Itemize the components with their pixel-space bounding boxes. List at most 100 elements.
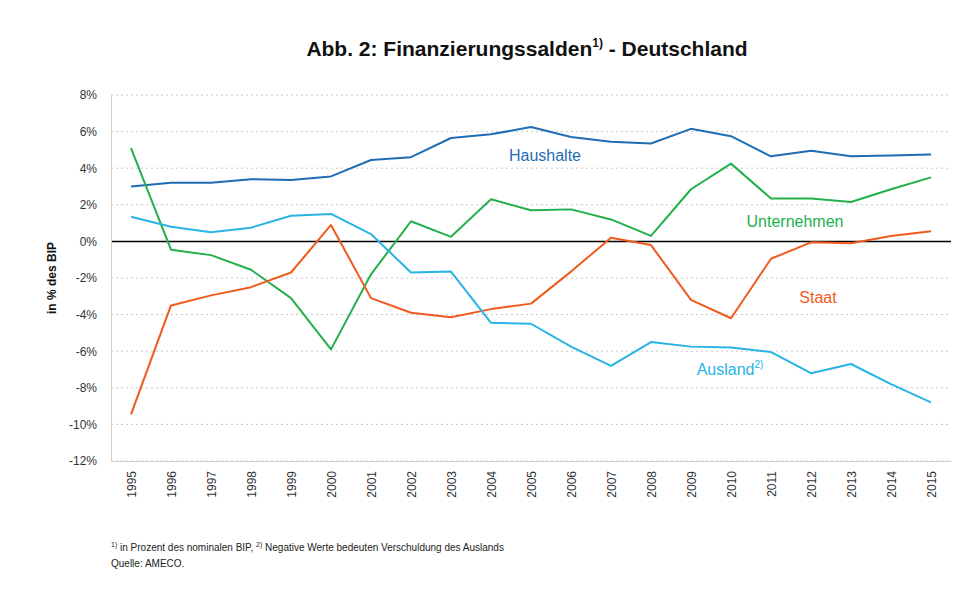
series-name: Ausland (697, 361, 755, 378)
y-tick: 2% (80, 198, 111, 212)
series-note: 2) (754, 359, 763, 370)
x-tick: 2003 (445, 461, 459, 498)
grid-line (111, 204, 951, 205)
x-tick: 2005 (525, 461, 539, 498)
grid-line (111, 168, 951, 169)
x-tick: 2009 (685, 461, 699, 498)
grid-line (111, 461, 951, 462)
y-tick-label: -4% (76, 308, 98, 322)
y-tick-label: 8% (80, 88, 98, 102)
y-tick-label: -12% (69, 454, 97, 468)
x-tick-label: 2002 (405, 471, 419, 498)
x-tick: 1995 (125, 461, 139, 498)
x-tick-label: 2007 (605, 471, 619, 498)
grid-line (111, 131, 951, 132)
x-tick-label: 1996 (165, 471, 179, 498)
footnote: 1) in Prozent des nominalen BIP, 2) Nega… (111, 541, 504, 553)
x-tick: 1996 (165, 461, 179, 498)
x-tick: 2000 (325, 461, 339, 498)
lines (131, 127, 931, 414)
y-axis: -12% -10% -8% -6% -4% -2% 0% 2% 4% 6% 8% (69, 88, 112, 468)
title-suffix: - Deutschland (603, 37, 748, 60)
series-line (131, 225, 931, 414)
y-tick: 0% (80, 235, 111, 249)
y-tick: -4% (76, 308, 111, 322)
x-tick-label: 1998 (245, 471, 259, 498)
x-tick: 2014 (885, 461, 899, 498)
series-label: Unternehmen (747, 213, 844, 230)
grid-line (111, 351, 951, 352)
y-tick-label: -2% (76, 271, 98, 285)
x-tick: 2001 (365, 461, 379, 498)
x-tick: 1997 (205, 461, 219, 498)
y-tick: 6% (80, 125, 111, 139)
x-tick: 2013 (845, 461, 859, 498)
x-tick: 2007 (605, 461, 619, 498)
x-tick-label: 2000 (325, 471, 339, 498)
x-tick-label: 2014 (885, 471, 899, 498)
x-tick-label: 2013 (845, 471, 859, 498)
y-tick: -2% (76, 271, 111, 285)
x-tick-label: 2009 (685, 471, 699, 498)
y-tick-label: 4% (80, 162, 98, 176)
y-tick-label: 0% (80, 235, 98, 249)
x-tick-label: 2008 (645, 471, 659, 498)
x-tick: 2012 (805, 461, 819, 498)
x-tick: 2004 (485, 461, 499, 498)
y-tick: 8% (80, 88, 111, 102)
title: Abb. 2: Finanzierungssalden1) - Deutschl… (306, 36, 747, 60)
grid (111, 95, 951, 461)
x-tick-label: 2004 (485, 471, 499, 498)
footnote-text: Negative Werte bedeuten Verschuldung des… (262, 542, 504, 553)
series-name: Haushalte (509, 147, 581, 164)
series-line (131, 214, 931, 402)
grid-line (111, 314, 951, 315)
x-tick-label: 1995 (125, 471, 139, 498)
x-tick: 1999 (285, 461, 299, 498)
x-tick: 2002 (405, 461, 419, 498)
x-tick-label: 2010 (725, 471, 739, 498)
series-line (131, 127, 931, 186)
grid-line (111, 95, 951, 96)
series-label: Haushalte (509, 147, 581, 164)
x-tick-label: 2015 (925, 471, 939, 498)
x-tick-label: 2011 (765, 471, 779, 497)
grid-line (111, 424, 951, 425)
x-tick: 2010 (725, 461, 739, 498)
y-tick: -6% (76, 345, 111, 359)
x-tick: 2008 (645, 461, 659, 498)
y-tick: -8% (76, 381, 111, 395)
grid-line (111, 387, 951, 388)
x-tick-label: 1999 (285, 471, 299, 498)
x-tick: 1998 (245, 461, 259, 498)
y-tick-label: -10% (69, 418, 97, 432)
chart: Abb. 2: Finanzierungssalden1) - Deutschl… (0, 0, 979, 614)
source: Quelle: AMECO. (111, 558, 184, 569)
x-tick-label: 2001 (365, 471, 379, 498)
x-axis: 1995 1996 1997 1998 1999 2000 2001 2002 2003 2004… (112, 461, 952, 498)
series-name: Staat (799, 289, 837, 306)
x-tick-label: 1997 (205, 471, 219, 498)
y-tick: -12% (69, 454, 111, 468)
title-text: Abb. 2: Finanzierungssalden (306, 37, 592, 60)
x-tick-label: 2006 (565, 471, 579, 498)
series-line (131, 148, 931, 349)
title-note: 1) (592, 36, 603, 50)
grid-line (111, 278, 951, 279)
x-tick-label: 2003 (445, 471, 459, 498)
y-tick: -10% (69, 418, 111, 432)
x-tick-label: 2012 (805, 471, 819, 498)
x-tick-label: 2005 (525, 471, 539, 498)
x-axis-line (112, 461, 952, 462)
series-name: Unternehmen (747, 213, 844, 230)
y-tick: 4% (80, 162, 111, 176)
x-tick: 2015 (925, 461, 939, 498)
x-tick: 2011 (765, 461, 779, 497)
y-axis-line (111, 96, 112, 462)
y-axis-title: in % des BIP (45, 242, 59, 314)
series-label: Staat (799, 289, 837, 306)
footnote-text: in Prozent des nominalen BIP, (117, 542, 256, 553)
y-tick-label: -8% (76, 381, 98, 395)
series-label: Ausland2) (697, 359, 764, 378)
y-tick-label: -6% (76, 345, 98, 359)
